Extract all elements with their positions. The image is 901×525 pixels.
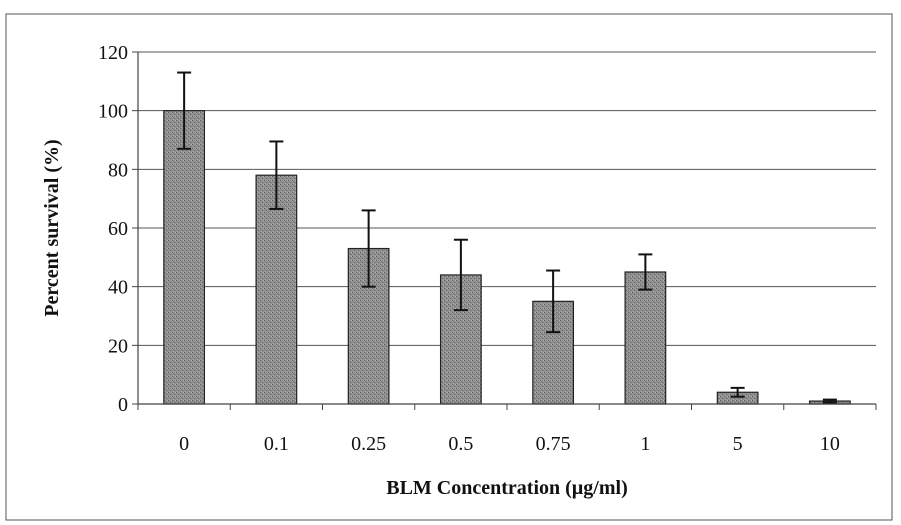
x-tick-labels: 0 0.1 0.25 0.5 0.75 1 5 10 [179, 433, 840, 455]
bar-0 [163, 110, 206, 405]
error-bar-0 [177, 71, 192, 150]
x-tick-label: 0.5 [448, 433, 473, 455]
x-tick-label: 5 [733, 433, 743, 455]
x-tick-label: 0.1 [264, 433, 289, 455]
error-bar-0.1 [269, 140, 284, 210]
x-tick-label: 0 [179, 433, 189, 455]
error-bar-10 [822, 398, 837, 404]
y-axis-title: Percent survival (%) [41, 139, 63, 316]
y-tick-label: 80 [108, 159, 128, 181]
error-bars [177, 71, 837, 404]
bar-1 [624, 271, 667, 405]
y-tick-label: 100 [98, 101, 128, 123]
y-tick-labels: 0 20 40 60 80 100 120 [98, 42, 128, 416]
y-tick-label: 20 [108, 335, 128, 357]
x-tick-label: 0.25 [351, 433, 386, 455]
y-tick-label: 0 [118, 394, 128, 416]
error-bar-1 [638, 253, 653, 291]
y-tick-label: 40 [108, 277, 128, 299]
x-tick-label: 1 [640, 433, 650, 455]
error-bar-0.75 [546, 269, 561, 334]
x-axis-title: BLM Concentration (µg/ml) [386, 477, 628, 499]
error-bar-0.25 [361, 209, 376, 288]
error-bar-5 [730, 386, 745, 398]
x-tick-label: 10 [820, 433, 840, 455]
y-tick-label: 120 [98, 42, 128, 64]
error-bar-0.5 [453, 238, 468, 312]
axes [132, 51, 877, 410]
x-tick-label: 0.75 [536, 433, 571, 455]
y-tick-label: 60 [108, 218, 128, 240]
